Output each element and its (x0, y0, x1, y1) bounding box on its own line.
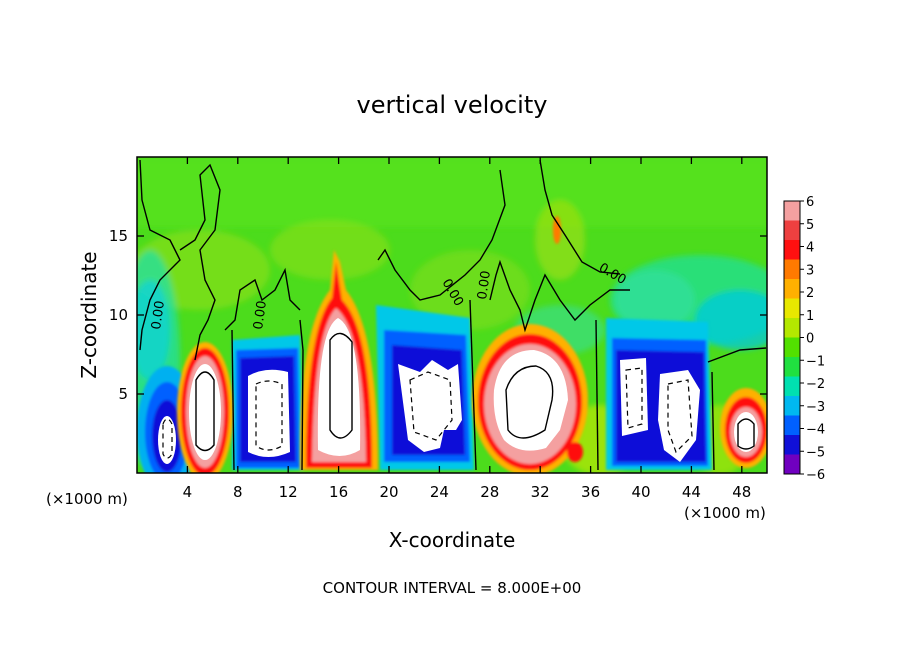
x-tick-label: 36 (581, 483, 600, 501)
colorbar-swatch (784, 220, 800, 241)
x-tick-label: 24 (430, 483, 449, 501)
contour-lines (139, 159, 767, 471)
colorbar-label: −3 (806, 400, 825, 415)
colorbar-swatch (784, 259, 800, 280)
colorbar: 6 5 4 3 2 1 0 −1 −2 −3 −4 −5 −6 (783, 195, 825, 483)
contour-label: 0.00 (149, 300, 168, 331)
y-tick-label: 5 (118, 385, 128, 403)
chart-title: vertical velocity (357, 91, 548, 119)
colorbar-label: 6 (806, 195, 814, 210)
x-axis: 4 8 12 16 20 24 28 32 36 40 44 48 (183, 157, 751, 501)
colorbar-swatch (784, 376, 800, 397)
contour-label: 0.00 (251, 300, 270, 331)
colorbar-label: 2 (806, 286, 814, 301)
plot-area: 0.00 0.00 0.00 0.00 0.00 4 8 12 16 20 24 28 32 3… (109, 156, 768, 501)
contour-label: 0.00 (475, 270, 494, 301)
x-axis-label: X-coordinate (389, 528, 516, 552)
colorbar-label: −5 (806, 445, 825, 460)
x-tick-label: 28 (480, 483, 499, 501)
colorbar-label: 3 (806, 263, 814, 278)
x-tick-label: 40 (631, 483, 650, 501)
colorbar-swatch (784, 357, 800, 377)
y-axis: 5 10 15 (109, 227, 767, 403)
x-tick-label: 16 (329, 483, 348, 501)
colorbar-swatch (784, 201, 800, 221)
colorbar-swatch (784, 415, 800, 436)
y-tick-label: 10 (109, 306, 128, 324)
colorbar-label: −1 (806, 354, 825, 369)
colorbar-swatch (784, 279, 800, 299)
colorbar-swatch (784, 337, 800, 358)
colorbar-label: −2 (806, 377, 825, 392)
colorbar-swatch (784, 318, 800, 338)
x-tick-label: 8 (233, 483, 243, 501)
colorbar-label: −4 (806, 423, 825, 438)
colorbar-label: 0 (806, 332, 814, 347)
x-tick-label: 4 (183, 483, 193, 501)
x-tick-label: 44 (682, 483, 701, 501)
x-tick-label: 32 (531, 483, 550, 501)
colorbar-swatch (784, 435, 800, 455)
x-tick-label: 20 (379, 483, 398, 501)
colorbar-swatch (784, 396, 800, 416)
contour-interval-footer: CONTOUR INTERVAL = 8.000E+00 (323, 579, 582, 597)
colorbar-swatch (784, 240, 800, 260)
colorbar-label: −6 (806, 468, 825, 483)
x-unit-left: (×1000 m) (46, 490, 128, 508)
x-tick-label: 48 (732, 483, 751, 501)
x-tick-label: 12 (279, 483, 298, 501)
colorbar-label: 1 (806, 309, 814, 324)
dashed-contours (162, 367, 693, 459)
colorbar-label: 4 (806, 241, 814, 256)
colorbar-swatch (784, 454, 800, 475)
colorbar-label: 5 (806, 218, 814, 233)
y-tick-label: 15 (109, 227, 128, 245)
y-axis-label: Z-coordinate (77, 251, 101, 378)
colorbar-swatch (784, 298, 800, 319)
x-unit-right: (×1000 m) (684, 504, 766, 522)
